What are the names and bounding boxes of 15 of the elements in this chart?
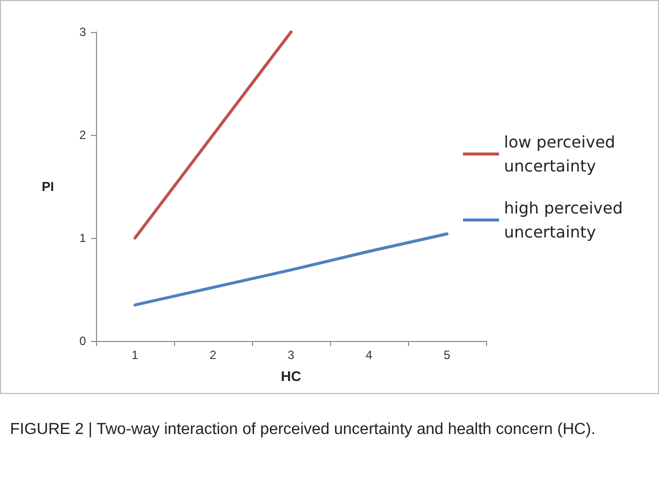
caption: FIGURE 2 | Two-way interaction of perceived uncertainty and health concern (HC). <box>10 420 596 440</box>
y-tick-label: 3 <box>79 25 86 39</box>
x-tick-label: 5 <box>444 348 451 362</box>
y-tick-label: 1 <box>79 231 86 245</box>
x-tick-label: 2 <box>210 348 217 362</box>
legend-label: high perceived uncertainty <box>504 198 628 242</box>
y-tick-label: 0 <box>79 334 86 348</box>
x-tick-label: 4 <box>366 348 373 362</box>
y-tick-label: 2 <box>79 128 86 142</box>
line-series <box>134 232 448 306</box>
x-tick-label: 3 <box>288 348 295 362</box>
y-axis-title: PI <box>42 179 54 194</box>
x-axis-title: HC <box>280 368 302 384</box>
x-tick-label: 1 <box>132 348 139 362</box>
legend-label: low perceived uncertainty <box>504 132 620 176</box>
